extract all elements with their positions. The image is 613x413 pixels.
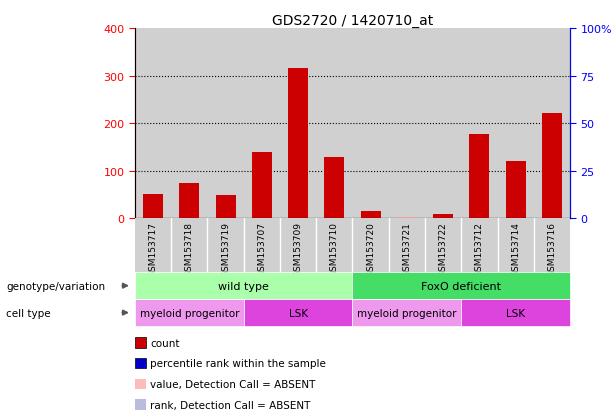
- Bar: [389, 29, 425, 219]
- FancyBboxPatch shape: [462, 299, 570, 326]
- Bar: [542, 114, 562, 219]
- Bar: [397, 218, 417, 219]
- Bar: [534, 29, 570, 219]
- FancyBboxPatch shape: [244, 299, 352, 326]
- Text: GSM153721: GSM153721: [402, 221, 411, 276]
- Bar: [207, 29, 244, 219]
- Bar: [462, 29, 498, 219]
- Text: rank, Detection Call = ABSENT: rank, Detection Call = ABSENT: [150, 400, 311, 410]
- Bar: [498, 29, 534, 219]
- Text: GSM153712: GSM153712: [475, 221, 484, 276]
- Text: LSK: LSK: [289, 308, 308, 318]
- Bar: [171, 219, 207, 273]
- FancyBboxPatch shape: [352, 273, 570, 299]
- Bar: [288, 69, 308, 219]
- Bar: [425, 219, 461, 273]
- Bar: [534, 219, 570, 273]
- Text: GSM153718: GSM153718: [185, 221, 194, 276]
- FancyBboxPatch shape: [352, 299, 462, 326]
- Text: genotype/variation: genotype/variation: [6, 281, 105, 291]
- Text: value, Detection Call = ABSENT: value, Detection Call = ABSENT: [150, 379, 316, 389]
- Bar: [352, 29, 389, 219]
- Text: GSM153722: GSM153722: [439, 221, 447, 276]
- Bar: [244, 29, 280, 219]
- Bar: [316, 219, 352, 273]
- Text: GSM153717: GSM153717: [148, 221, 158, 276]
- Text: FoxO deficient: FoxO deficient: [421, 281, 501, 291]
- Bar: [280, 219, 316, 273]
- Bar: [179, 183, 199, 219]
- Bar: [470, 134, 489, 219]
- Text: count: count: [150, 338, 180, 348]
- Text: GSM153720: GSM153720: [366, 221, 375, 276]
- Bar: [433, 214, 453, 219]
- Text: myeloid progenitor: myeloid progenitor: [357, 308, 457, 318]
- Bar: [207, 219, 244, 273]
- Bar: [425, 29, 462, 219]
- Bar: [252, 152, 272, 219]
- Bar: [462, 219, 498, 273]
- Text: GSM153707: GSM153707: [257, 221, 266, 276]
- Text: wild type: wild type: [218, 281, 269, 291]
- Text: GSM153716: GSM153716: [547, 221, 557, 276]
- Text: myeloid progenitor: myeloid progenitor: [140, 308, 239, 318]
- Bar: [280, 29, 316, 219]
- Bar: [324, 157, 345, 219]
- Bar: [143, 194, 163, 219]
- Title: GDS2720 / 1420710_at: GDS2720 / 1420710_at: [272, 14, 433, 28]
- Bar: [316, 29, 352, 219]
- Text: cell type: cell type: [6, 308, 51, 318]
- Text: GSM153710: GSM153710: [330, 221, 339, 276]
- Bar: [498, 219, 534, 273]
- Bar: [171, 29, 207, 219]
- Text: GSM153709: GSM153709: [294, 221, 303, 276]
- Bar: [360, 212, 381, 219]
- Text: GSM153719: GSM153719: [221, 221, 230, 276]
- Bar: [135, 29, 171, 219]
- Bar: [389, 219, 425, 273]
- FancyBboxPatch shape: [135, 273, 352, 299]
- Bar: [216, 195, 235, 219]
- Bar: [506, 162, 526, 219]
- Text: percentile rank within the sample: percentile rank within the sample: [150, 358, 326, 368]
- Bar: [135, 219, 171, 273]
- Bar: [244, 219, 280, 273]
- Text: LSK: LSK: [506, 308, 525, 318]
- Bar: [352, 219, 389, 273]
- FancyBboxPatch shape: [135, 299, 244, 326]
- Text: GSM153714: GSM153714: [511, 221, 520, 276]
